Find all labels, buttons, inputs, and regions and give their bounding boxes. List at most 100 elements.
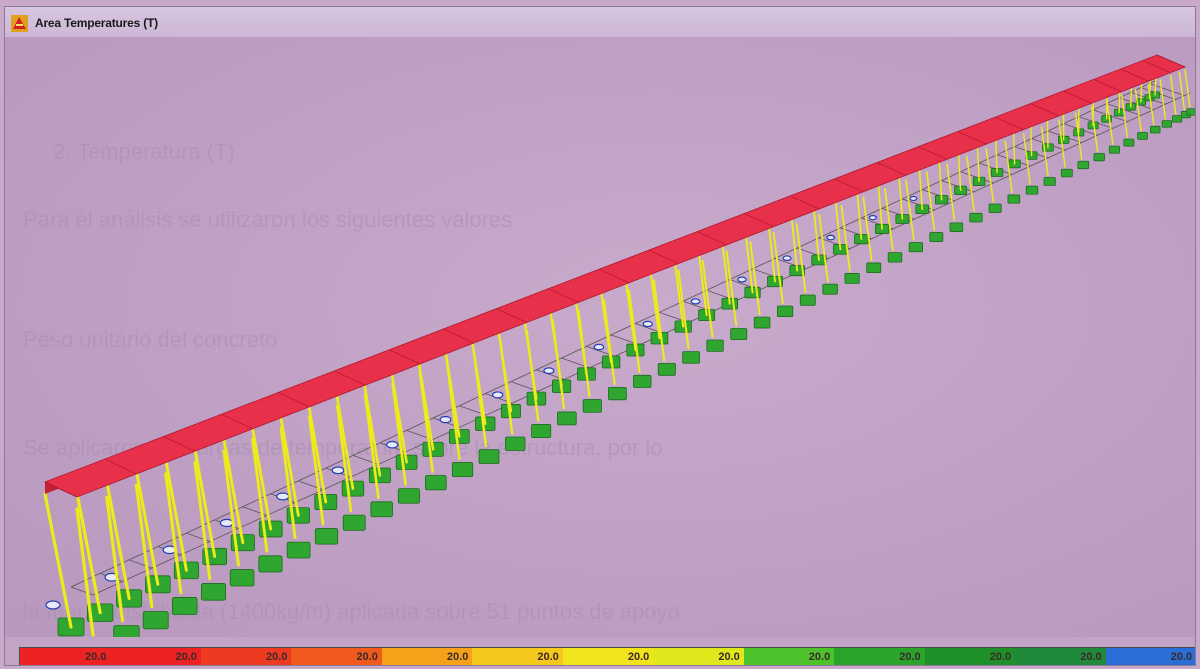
column [219, 423, 245, 545]
slab-panel-line [278, 392, 310, 408]
support-block [908, 242, 923, 253]
bracing-beam [1092, 103, 1107, 111]
column [75, 507, 95, 637]
column [415, 347, 435, 451]
slab-panel-line [876, 162, 907, 176]
bracing-beam [934, 200, 955, 211]
bracing-beam [70, 586, 94, 596]
slab-panel-line [1120, 68, 1149, 82]
column [276, 401, 300, 517]
support-block [929, 232, 944, 242]
legend-segment: 20.0 [834, 648, 925, 665]
background-text-line: Peso unitario del concreto [23, 327, 278, 352]
slab-top [43, 54, 1187, 498]
slab-panel-line [1093, 79, 1122, 92]
support-block [1093, 153, 1105, 162]
load-marker [868, 214, 878, 221]
legend-segment: 20.0 [924, 648, 1016, 665]
support-block [201, 583, 227, 601]
slab-panel-line [548, 288, 579, 303]
slab-panel-line [648, 249, 679, 264]
legend-segment: 20.0 [200, 648, 292, 665]
support-block [887, 252, 903, 263]
support-block [258, 555, 283, 573]
support-block [342, 514, 366, 531]
load-marker [543, 367, 555, 375]
support-block [370, 501, 393, 518]
load-marker [690, 298, 701, 305]
bracing-beam [774, 247, 798, 259]
legend-segment: 20.0 [1105, 648, 1195, 665]
slab-panel-line [744, 213, 774, 227]
column [1184, 69, 1191, 108]
support-block [1123, 138, 1135, 147]
column [749, 241, 761, 316]
bracing-beam [1184, 92, 1191, 96]
temperature-color-legend: 20.0 20.0 20.0 20.0 20.0 20.0 20.0 20.0 20.0 20.0… [19, 647, 1195, 665]
column [307, 415, 325, 526]
support-block [314, 528, 339, 545]
load-marker [826, 234, 836, 241]
bracing-beam [683, 289, 707, 302]
bracing-beam [941, 171, 961, 181]
bracing-beam [1047, 149, 1066, 159]
column [652, 279, 666, 362]
bracing-beam [892, 219, 914, 230]
column [103, 469, 131, 601]
column [1022, 133, 1031, 185]
support-block [730, 328, 748, 341]
column [332, 379, 355, 490]
support-block [397, 488, 420, 504]
column [279, 426, 297, 540]
column [884, 188, 894, 251]
bracing-beam [902, 189, 923, 200]
column [161, 446, 188, 572]
title-bar[interactable]: Area Temperatures (T) [5, 7, 1195, 38]
slab-panel-line [1142, 60, 1171, 73]
support-block [1077, 160, 1090, 170]
column [132, 457, 160, 586]
bracing-beam [1064, 142, 1082, 151]
support-block [1172, 115, 1183, 123]
column [388, 357, 408, 464]
slab-panel-line [834, 178, 864, 193]
slab-panel-line [696, 231, 727, 246]
support-block [286, 541, 311, 559]
legend-segment: 20.0 [381, 648, 473, 665]
support-block [822, 283, 838, 295]
bracing-beam [973, 182, 994, 193]
support-block [1161, 120, 1173, 128]
bracing-beam [706, 279, 730, 291]
column [442, 336, 461, 438]
load-marker [909, 195, 918, 202]
legend-segment: 20.0 [653, 648, 744, 665]
column [391, 382, 407, 486]
legend-segment: 20.0 [562, 648, 654, 665]
support-block [229, 569, 255, 587]
column [1159, 79, 1167, 120]
load-marker [45, 600, 61, 610]
column [1120, 94, 1129, 138]
bracing-beam [1011, 165, 1031, 175]
column [1074, 112, 1083, 160]
support-block [1150, 125, 1161, 134]
area-temperatures-window: Area Temperatures (T) 2. Temperatura (T)… [4, 6, 1196, 666]
support-block [1043, 177, 1056, 186]
bracing-beam [861, 208, 883, 219]
support-block [557, 411, 577, 426]
bracing-beam [1030, 157, 1049, 167]
background-text-line: Para el análisis se utilizaron los sigui… [23, 207, 513, 232]
bracing-beam [796, 237, 820, 249]
legend-segment: 20.0 [472, 648, 563, 665]
support-block [866, 262, 882, 274]
support-block [706, 339, 724, 352]
support-block [425, 475, 447, 491]
bracing-beam [960, 162, 980, 173]
slab-panel-line [104, 458, 137, 475]
model-viewport[interactable]: 2. Temperatura (T) Para el análisis se u… [5, 37, 1195, 637]
column [363, 393, 380, 499]
slab-panel-line [443, 328, 475, 344]
load-marker [276, 492, 290, 501]
structure-3d-model[interactable] [5, 37, 1195, 637]
support-block [1025, 185, 1039, 195]
